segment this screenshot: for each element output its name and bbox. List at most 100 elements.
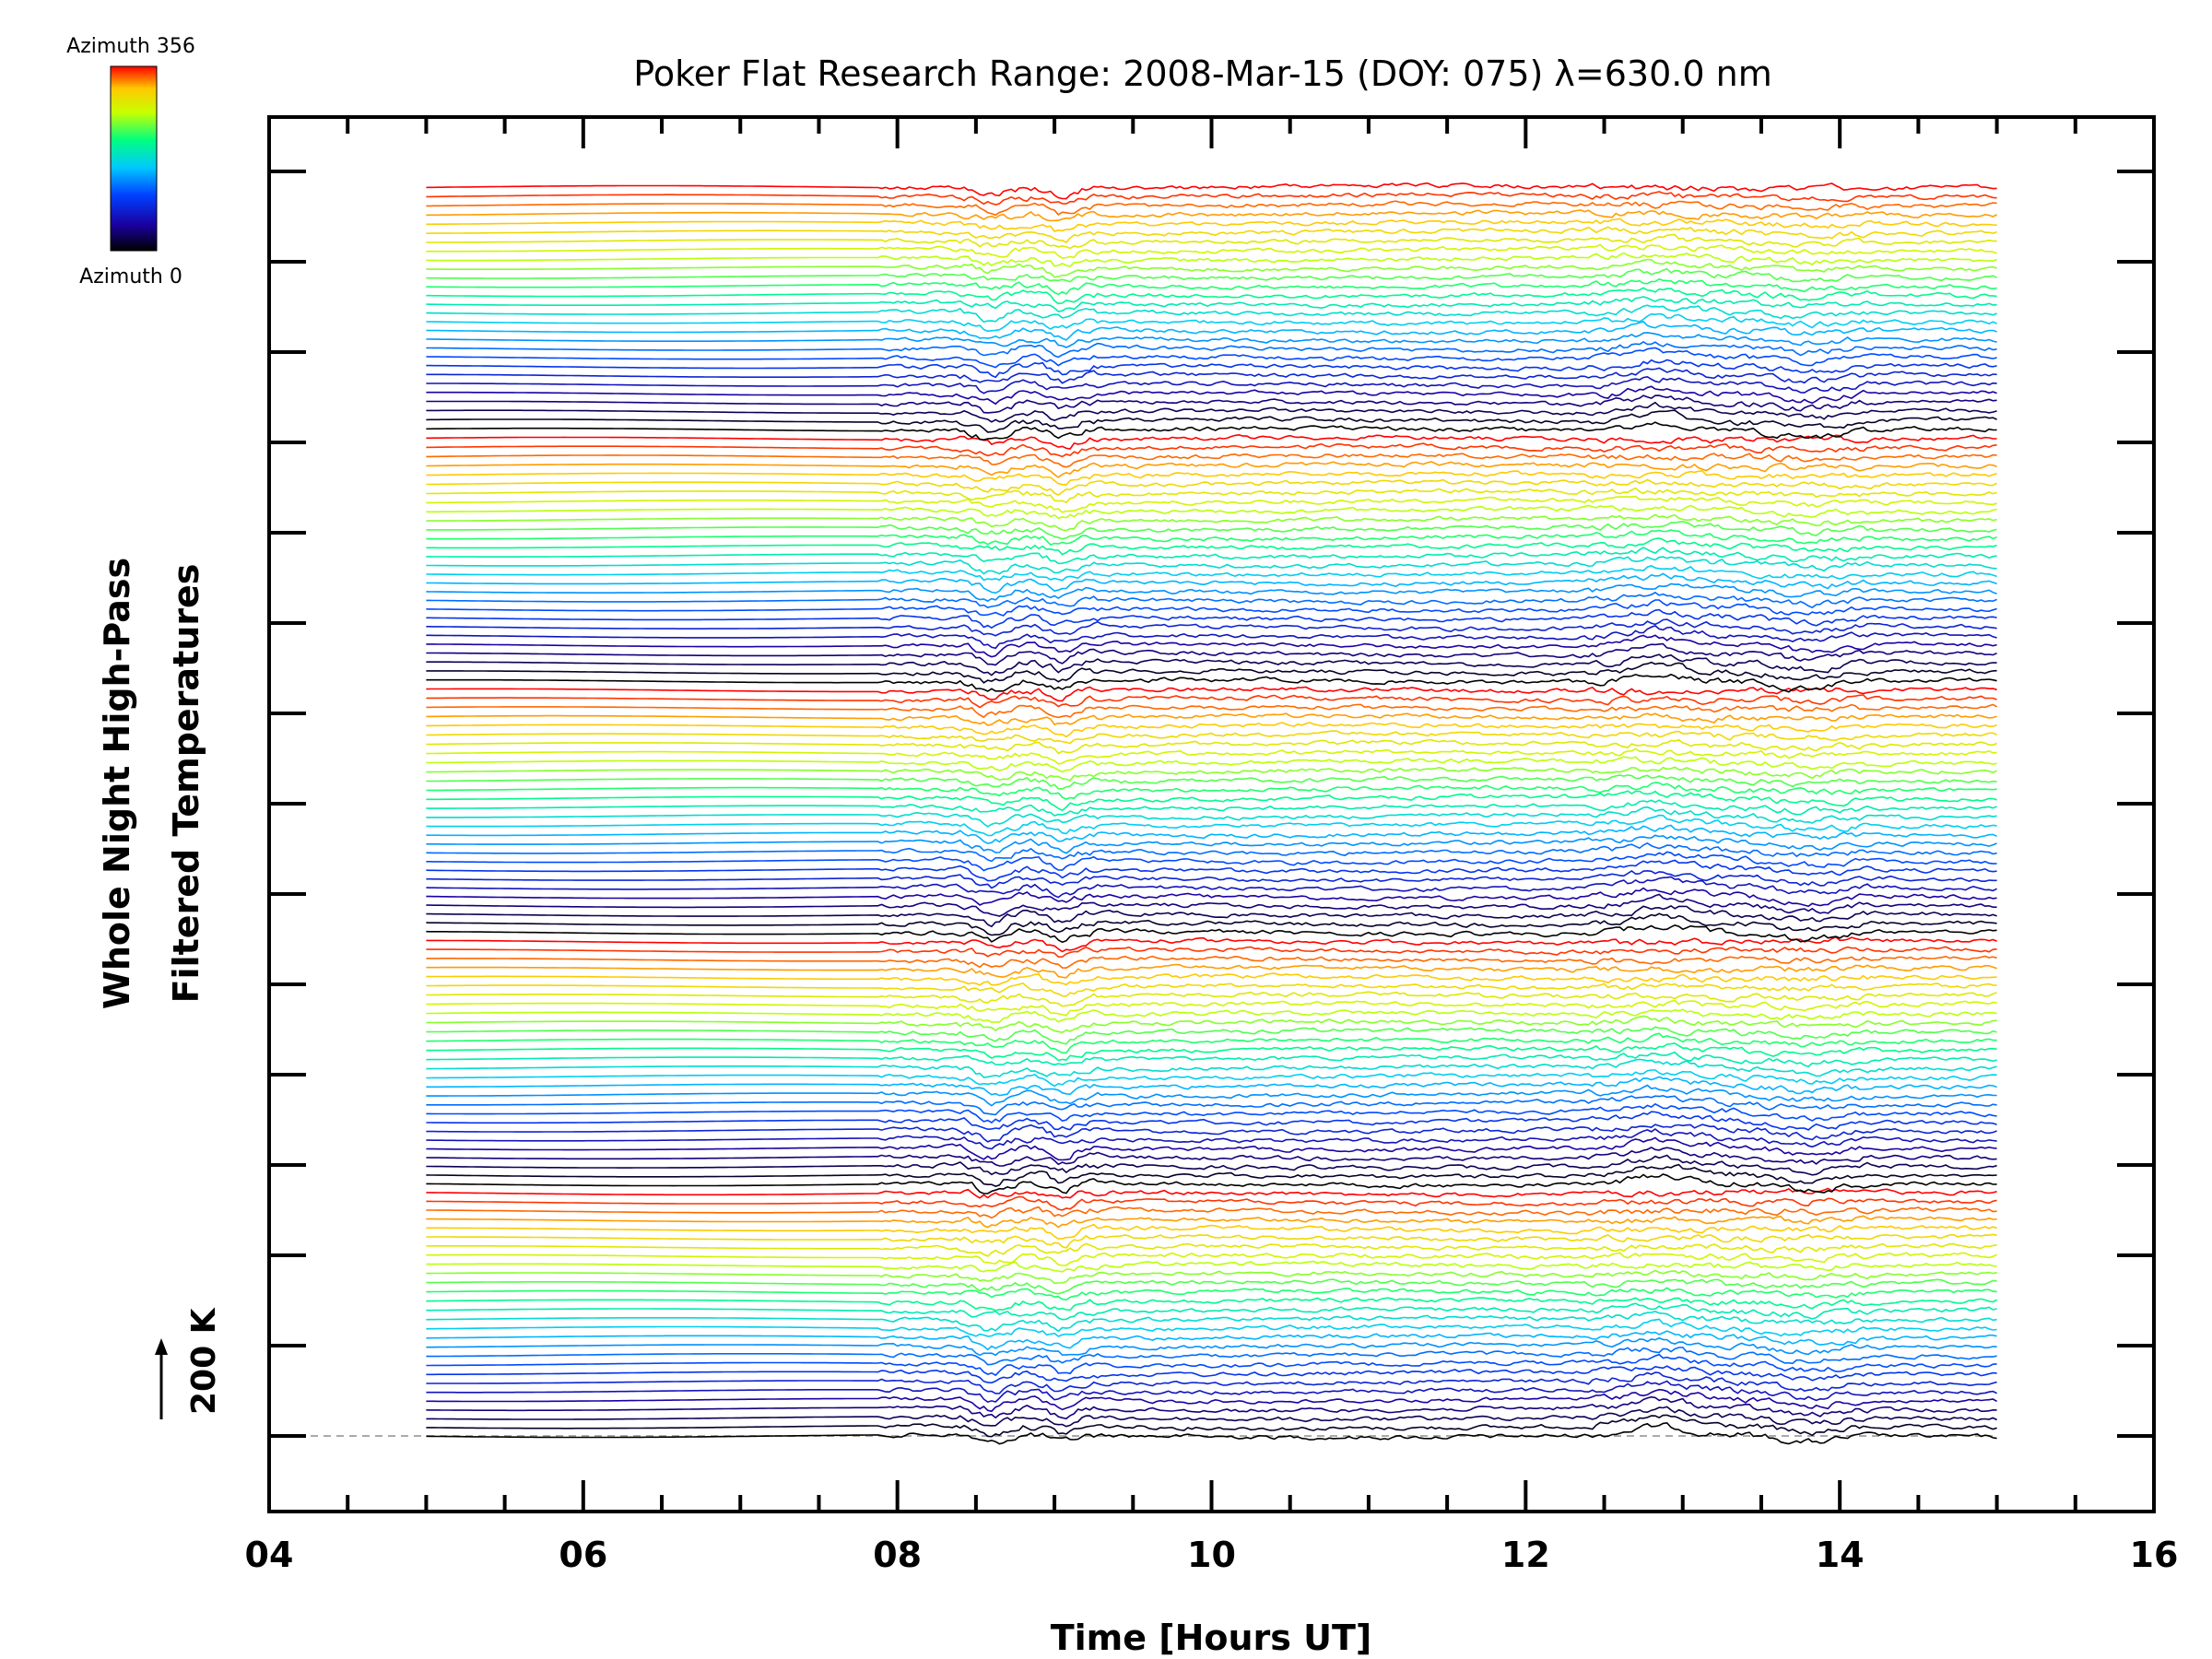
scale-bar: 200 K xyxy=(155,1307,223,1419)
series-line xyxy=(426,209,1997,222)
series-line xyxy=(426,1058,1997,1078)
series-line xyxy=(426,1395,1997,1420)
series-line xyxy=(426,624,1997,650)
series-line xyxy=(426,1406,1997,1428)
series-group xyxy=(426,182,1997,1445)
series-line xyxy=(426,267,1997,283)
series-line xyxy=(426,1124,1997,1143)
series-line xyxy=(426,320,1997,341)
series-line xyxy=(426,226,1997,243)
series-line xyxy=(426,1163,1997,1187)
series-line xyxy=(426,1136,1997,1161)
series-line xyxy=(426,1336,1997,1357)
series-line xyxy=(426,912,1997,936)
series-line xyxy=(426,582,1997,603)
series-line xyxy=(426,982,1997,997)
series-line xyxy=(426,991,1997,1007)
series-line xyxy=(426,520,1997,540)
series-line xyxy=(426,312,1997,333)
ticks-group xyxy=(267,117,2156,1512)
series-line xyxy=(426,1347,1997,1366)
series-line xyxy=(426,904,1997,928)
series-line xyxy=(426,972,1997,986)
series-line xyxy=(426,367,1997,384)
series-line xyxy=(426,529,1997,546)
series-line xyxy=(426,673,1997,693)
y-axis-label-line2: Filtered Temperatures xyxy=(166,564,206,1004)
series-line xyxy=(426,1414,1997,1438)
series-line xyxy=(426,686,1997,702)
x-tick-label: 14 xyxy=(1816,1535,1865,1575)
series-line xyxy=(426,1051,1997,1068)
series-line xyxy=(426,1380,1997,1403)
series-line xyxy=(426,703,1997,719)
colorbar-top-label: Azimuth 356 xyxy=(66,35,195,58)
series-line xyxy=(426,1084,1997,1107)
series-line xyxy=(426,495,1997,513)
series-line xyxy=(426,1371,1997,1394)
colorbar: Azimuth 356 Azimuth 0 xyxy=(66,35,195,288)
series-line xyxy=(426,893,1997,917)
series-line xyxy=(426,182,1997,200)
series-line xyxy=(426,433,1997,450)
series-line xyxy=(426,191,1997,206)
series-line xyxy=(426,1260,1997,1273)
series-line xyxy=(426,513,1997,532)
series-line xyxy=(426,1026,1997,1045)
series-line xyxy=(426,453,1997,468)
series-line xyxy=(426,401,1997,423)
series-line xyxy=(426,661,1997,684)
series-line xyxy=(426,1318,1997,1337)
series-line xyxy=(426,1233,1997,1249)
series-line xyxy=(426,722,1997,738)
series-line xyxy=(426,1128,1997,1150)
series-line xyxy=(426,347,1997,369)
series-line xyxy=(426,730,1997,745)
series-line xyxy=(426,233,1997,250)
series-line xyxy=(426,618,1997,637)
series-line xyxy=(426,799,1997,817)
series-line xyxy=(426,814,1997,837)
series-line xyxy=(426,766,1997,782)
series-line xyxy=(426,591,1997,609)
series-line xyxy=(426,782,1997,800)
series-line xyxy=(426,200,1997,217)
series-line xyxy=(426,304,1997,324)
x-axis-label: Time [Hours UT] xyxy=(1051,1618,1372,1658)
series-line xyxy=(426,1330,1997,1351)
x-tick-labels: 04 06 08 10 12 14 16 xyxy=(245,1535,2179,1575)
series-line xyxy=(426,1195,1997,1211)
series-line xyxy=(426,1365,1997,1384)
series-line xyxy=(426,1206,1997,1219)
series-line xyxy=(426,1252,1997,1266)
series-line xyxy=(426,634,1997,658)
series-line xyxy=(426,1032,1997,1054)
colorbar-bottom-label: Azimuth 0 xyxy=(79,265,182,288)
chart-title: Poker Flat Research Range: 2008-Mar-15 (… xyxy=(633,53,1771,94)
series-line xyxy=(426,504,1997,520)
series-line xyxy=(426,537,1997,556)
series-line xyxy=(426,1302,1997,1321)
x-tick-label: 04 xyxy=(245,1535,294,1575)
series-line xyxy=(426,1278,1997,1295)
x-tick-label: 08 xyxy=(873,1535,922,1575)
series-line xyxy=(426,963,1997,979)
series-line xyxy=(426,252,1997,267)
series-line xyxy=(426,1287,1997,1301)
series-line xyxy=(426,747,1997,765)
series-line xyxy=(426,1111,1997,1131)
series-line xyxy=(426,859,1997,882)
series-line xyxy=(426,487,1997,504)
series-line xyxy=(426,470,1997,486)
series-line xyxy=(426,1042,1997,1062)
series-line xyxy=(426,332,1997,348)
scale-bar-label: 200 K xyxy=(185,1307,223,1415)
colorbar-gradient xyxy=(110,65,158,252)
series-line xyxy=(426,1102,1997,1124)
series-line xyxy=(426,341,1997,359)
series-line xyxy=(426,712,1997,726)
series-line xyxy=(426,824,1997,844)
series-line xyxy=(426,547,1997,565)
series-line xyxy=(426,694,1997,709)
